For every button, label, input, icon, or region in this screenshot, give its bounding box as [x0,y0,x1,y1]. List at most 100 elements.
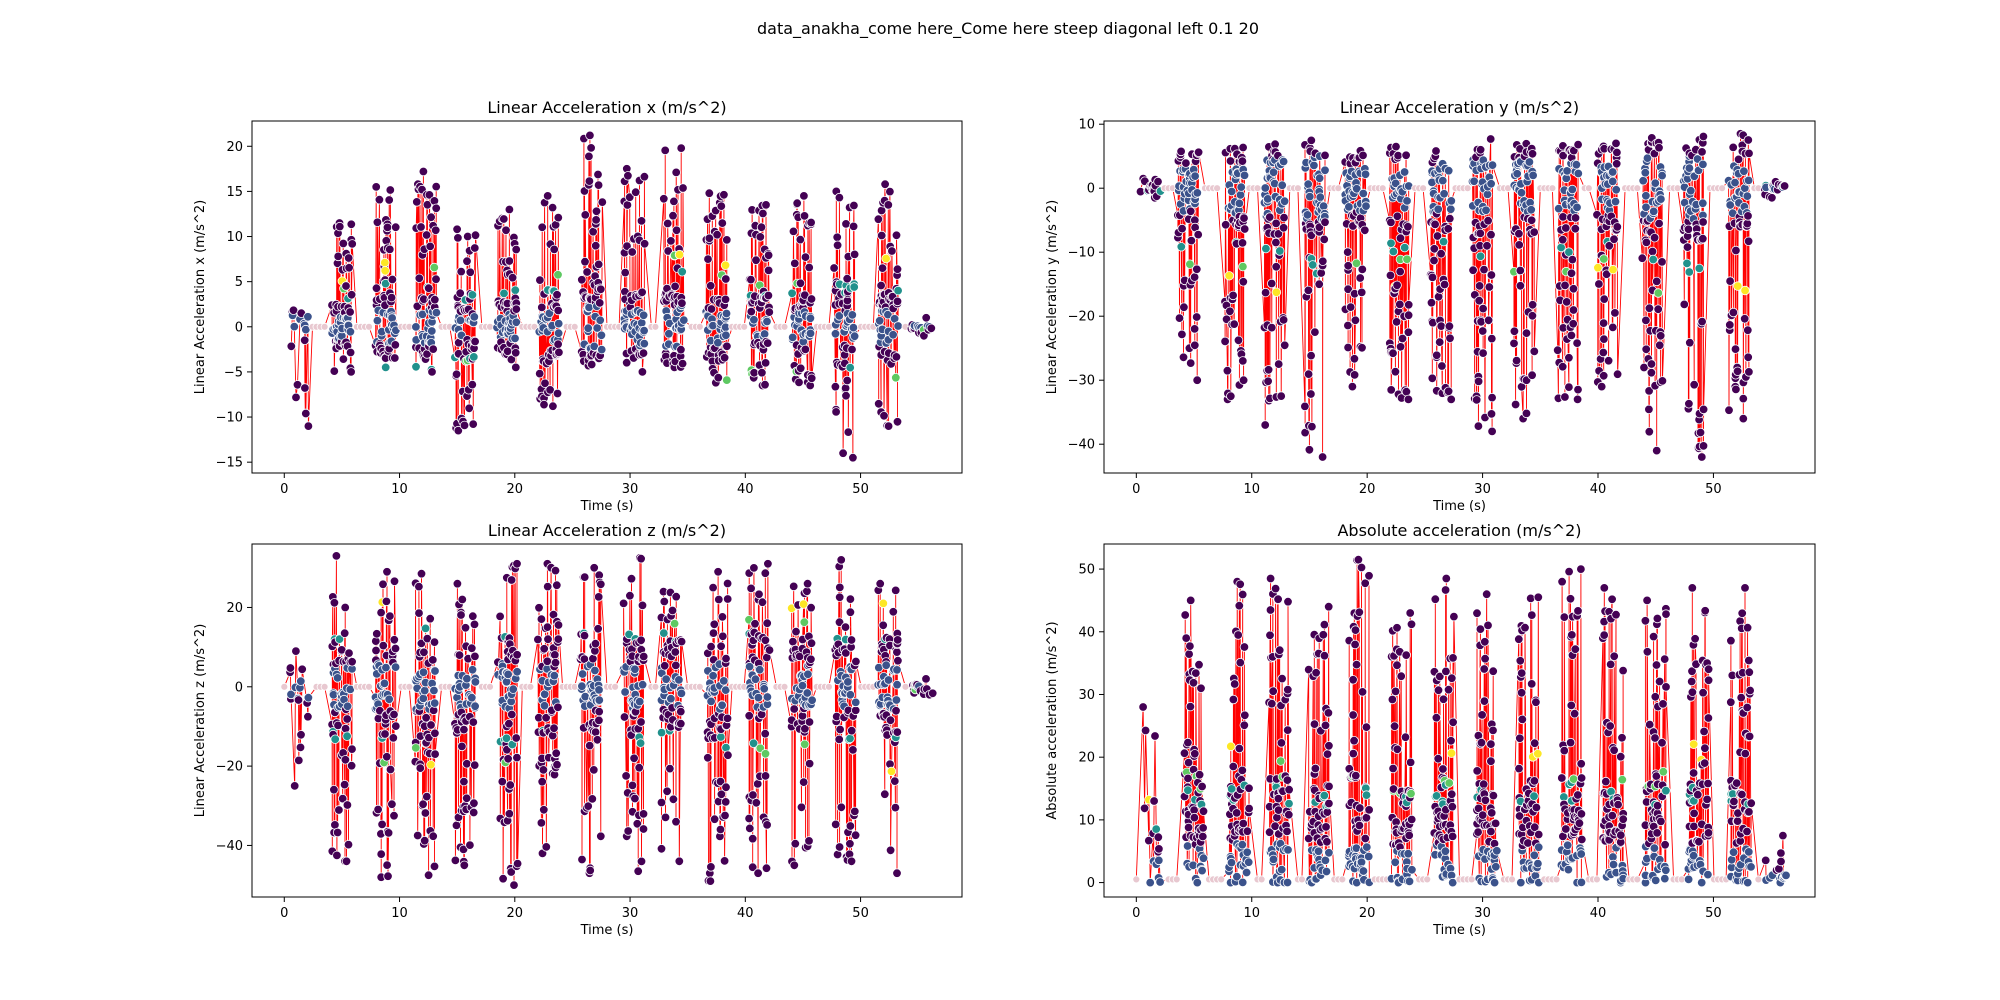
data-point [1190,171,1200,181]
data-point [582,267,592,277]
data-point [1446,394,1456,405]
data-point [1726,636,1736,646]
data-point [342,714,352,724]
data-point [1523,838,1533,848]
data-point [499,214,509,224]
data-point [1568,305,1579,315]
data-point [1190,749,1200,759]
y-tick-label: −20 [216,760,243,775]
data-point [1730,177,1740,188]
data-point [667,605,678,616]
data-point [1233,630,1243,640]
data-point [550,565,561,576]
data-point [926,323,937,334]
data-point [1514,811,1525,821]
data-point [1188,678,1199,688]
data-point [1271,237,1281,248]
data-point [893,656,903,666]
data-point [590,665,600,676]
data-point [637,367,648,377]
data-point [792,198,802,208]
x-axis-label: Time (s) [1432,499,1486,514]
data-point [1660,873,1670,884]
data-point [1687,666,1697,676]
data-point [806,638,817,648]
data-point [1264,827,1275,837]
data-point [332,827,343,838]
data-point [805,313,816,324]
data-point [849,249,860,260]
data-point [465,840,475,850]
data-point [695,682,704,691]
data-point [1699,758,1710,768]
data-point [1605,659,1616,670]
data-point [637,600,648,611]
data-point [719,190,729,200]
data-point [460,623,471,633]
data-point [1183,822,1194,833]
data-point [637,318,647,328]
data-point [1740,748,1751,759]
data-point [286,689,296,700]
data-point [832,240,843,251]
data-point [1611,138,1621,149]
data-point [1686,185,1696,196]
data-point [1237,840,1248,850]
data-point [1515,281,1526,291]
data-point [1242,847,1252,858]
data-point [1533,829,1544,840]
data-point [1686,676,1697,687]
data-point [470,701,480,711]
data-point [748,862,758,872]
data-point [666,236,676,246]
data-point [1393,150,1403,161]
data-point [1429,255,1439,266]
data-point [1611,610,1621,620]
data-point [717,700,727,711]
axes-frame [1103,543,1816,898]
data-point [880,179,890,189]
data-point [429,637,440,647]
data-point [659,194,669,204]
data-point [1183,773,1193,784]
data-point [372,629,382,639]
data-point [1360,833,1371,844]
data-point [1419,184,1427,193]
data-point [1481,205,1491,216]
x-tick-label: 30 [622,482,639,497]
data-point [763,338,773,348]
data-point [878,620,888,631]
data-point [553,270,563,280]
data-point [1516,188,1527,198]
data-point [1184,649,1194,659]
data-point [1599,583,1610,593]
data-point [1565,594,1576,604]
data-point [1683,874,1694,885]
data-point [719,856,730,866]
data-point [1472,766,1482,776]
data-point [1443,224,1453,234]
data-point [1654,676,1665,687]
data-point [418,799,428,809]
data-point [1438,175,1448,186]
data-point [1306,389,1316,399]
data-point [1471,395,1482,405]
data-point [1351,659,1362,670]
data-point [1358,866,1369,876]
data-point [1511,355,1522,366]
data-point [1270,821,1280,831]
data-point [1567,254,1578,265]
data-point [760,380,770,390]
data-point [1234,743,1245,754]
data-point [892,680,902,690]
data-point [706,281,716,291]
data-point [378,579,388,590]
data-point [1395,342,1406,352]
data-point [1224,271,1234,281]
data-point [1598,371,1609,381]
data-point [1237,238,1248,248]
data-point [338,238,349,249]
data-point [891,585,901,596]
data-point [1512,169,1522,179]
data-point [1446,789,1457,799]
